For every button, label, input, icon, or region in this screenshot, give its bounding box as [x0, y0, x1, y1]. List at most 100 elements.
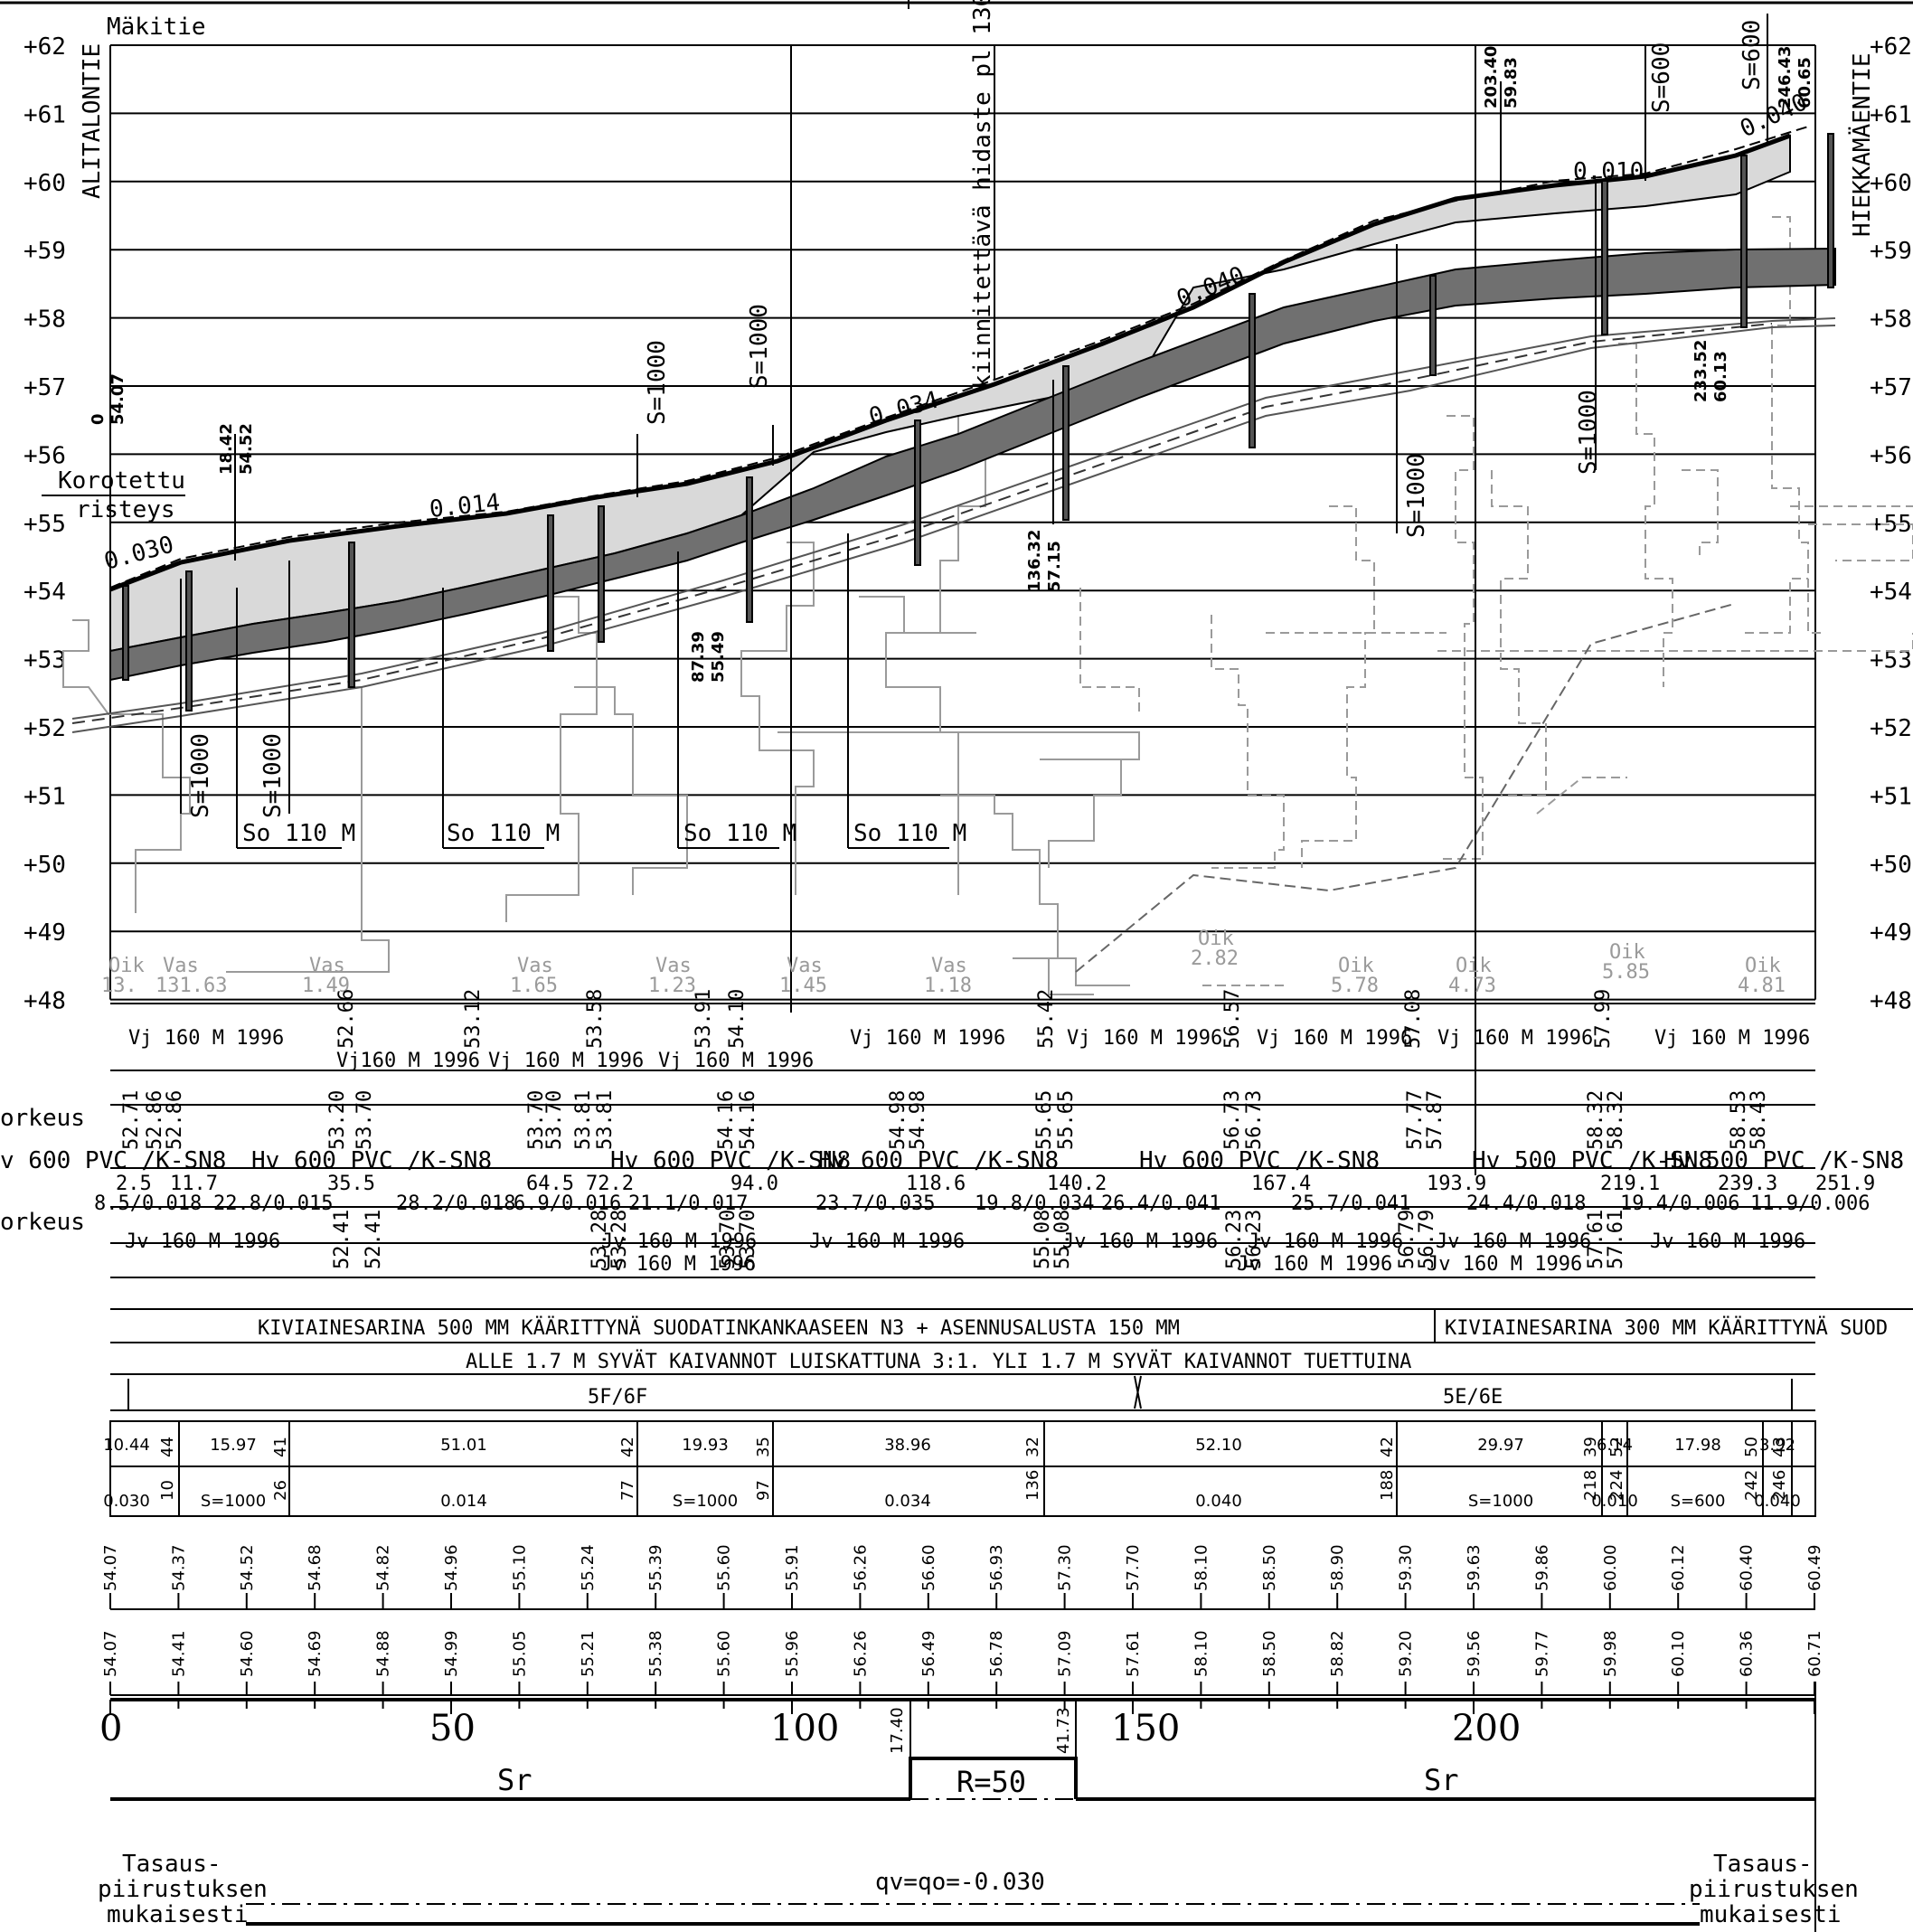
existing-elevation: 56.49 — [919, 1630, 938, 1677]
elevation-axis-right: +62+61+60+59+58+57+56+55+54+53+52+51+50+… — [1870, 33, 1912, 1015]
vj-elevation: 53.91 — [693, 989, 715, 1049]
elevation-tick-label: +51 — [1870, 783, 1912, 810]
grade-cell: 42 — [1378, 1437, 1397, 1457]
pipe-band-dark — [109, 247, 1836, 682]
station-elevation: 60.65 — [1795, 57, 1814, 108]
existing-elevation: 59.77 — [1532, 1630, 1551, 1677]
so-pipe-labels: So 110 M So 110 M So 110 M So 110 M — [242, 820, 966, 847]
hv-station: 2.5 — [116, 1173, 152, 1195]
existing-elevation: 60.71 — [1805, 1630, 1824, 1677]
elevation-tick-label: +56 — [24, 442, 66, 469]
existing-elevation: 55.60 — [715, 1630, 734, 1677]
svg-text:piirustuksen: piirustuksen — [98, 1876, 268, 1903]
sounding-side: Oik — [1456, 955, 1492, 977]
design-elevation: 54.37 — [169, 1544, 188, 1591]
hv-grade: 22.8/0.015 — [213, 1192, 333, 1215]
sounding-side: Oik — [1198, 928, 1234, 950]
jv-pipe-label: Jv 160 M 1996 — [1062, 1230, 1218, 1253]
grade-cell: 224 — [1607, 1470, 1626, 1501]
sounding-depth: 5.78 — [1331, 975, 1379, 997]
jv-pipe-row: Jv 160 M 1996 Jv 160 M 1996 Jv 160 M 1996 J… — [125, 1210, 1805, 1276]
elevation-tick-label: +50 — [24, 852, 66, 879]
grade-cell: 0.040 — [1754, 1492, 1801, 1511]
hv-pipe-label: Hv 500 PVC /K-SN8 — [1472, 1147, 1712, 1174]
station-marks: 0 54.07 18.42 54.52 87.39 55.49 136.32 57.15 233… — [89, 46, 1814, 683]
elevation-tick-label: +62 — [24, 33, 66, 61]
curve-radius-label: S=1000 — [259, 733, 287, 818]
station-elevation: 57.15 — [1045, 541, 1064, 592]
hv-elevation: 52.86 — [144, 1090, 166, 1150]
grade-cell: 6.14 — [1597, 1436, 1633, 1455]
jv-elevation: 56.79 — [1396, 1210, 1418, 1269]
vj-pipe-label: Vj 160 M 1996 — [128, 1027, 284, 1050]
vertical-curve-labels: S=1000 S=1000 S=1000 S=1000 S=1000 S=1000 S=60… — [187, 20, 1766, 818]
grade-cell: 3.92 — [1759, 1436, 1795, 1455]
svg-text:piirustuksen: piirustuksen — [1689, 1876, 1859, 1903]
elevation-tick-label: +56 — [1870, 442, 1912, 469]
grade-table — [109, 1420, 1816, 1517]
elevation-tick-label: +49 — [24, 919, 66, 947]
existing-elevation: 56.78 — [987, 1630, 1006, 1677]
elevation-tick-label: +49 — [1870, 919, 1912, 947]
jv-pipe-label: Jv 160 M 1996 — [1650, 1230, 1805, 1253]
design-elevation: 59.86 — [1532, 1544, 1551, 1591]
design-road-line — [109, 133, 1791, 592]
existing-elevation: 54.88 — [374, 1630, 393, 1677]
elevation-tick-label: +50 — [1870, 852, 1912, 879]
vj-elevation: 52.66 — [335, 989, 358, 1049]
elevation-tick-label: +57 — [24, 374, 66, 401]
elevation-tick-label: +48 — [24, 988, 66, 1015]
curve-markers — [180, 14, 1768, 1175]
station-value: 87.39 — [689, 631, 708, 683]
vj-elevation: 54.10 — [726, 989, 749, 1049]
radius-label: R=50 — [956, 1765, 1026, 1799]
pipe-table-lines — [110, 1003, 1913, 1375]
hv-grade: 19.8/0.034 — [975, 1192, 1094, 1215]
curve-radius-label: S=1000 — [1575, 390, 1602, 475]
grade-cell: 19.93 — [682, 1436, 729, 1455]
vj-pipe-label: Vj 160 M 1996 — [1067, 1027, 1222, 1050]
existing-elevation: 59.56 — [1465, 1630, 1484, 1677]
existing-elevation: 54.41 — [169, 1630, 188, 1677]
chainage-label: 150 — [1111, 1708, 1180, 1749]
hv-elevation: 53.20 — [326, 1090, 349, 1150]
jv-pipe-label: Jv 160 M 1996 — [1248, 1230, 1403, 1253]
jv-elevation: 57.61 — [1585, 1210, 1607, 1269]
hv-station: 35.5 — [327, 1173, 375, 1195]
curve-start: 17.40 — [888, 1707, 907, 1754]
trench-light-band — [109, 134, 1791, 653]
kaivannot-note: ALLE 1.7 M SYVÄT KAIVANNOT LUISKATTUNA 3… — [466, 1350, 1411, 1373]
elevation-tick-label: +52 — [24, 715, 66, 742]
grade-cell: S=600 — [1671, 1492, 1726, 1511]
grade-cell: 0.034 — [884, 1492, 931, 1511]
elevation-tick-label: +58 — [24, 306, 66, 334]
vj-pipe-label: Vj 160 M 1996 — [488, 1050, 644, 1072]
vj-pipe-label: Vj 160 M 1996 — [850, 1027, 1005, 1050]
jv-elevation: 52.41 — [363, 1210, 385, 1269]
station-value: 136.32 — [1025, 530, 1044, 592]
sounding-side: Oik — [1609, 941, 1645, 964]
existing-elevation: 54.07 — [101, 1630, 120, 1677]
design-elevation: 55.91 — [783, 1544, 802, 1591]
vj-elevation: 53.12 — [462, 989, 485, 1049]
sounding-depth: 13. — [101, 975, 137, 997]
design-elevation: 56.93 — [987, 1544, 1006, 1591]
hv-elevation: 55.65 — [1055, 1090, 1078, 1150]
hv-elevation: 53.81 — [594, 1090, 617, 1150]
sounding-side: Vas — [309, 955, 345, 977]
hv-elevation: 52.71 — [120, 1090, 143, 1150]
hv-left-label: v 600 PVC /K-SN8 — [0, 1147, 226, 1174]
makitie-label: Mäkitie — [107, 14, 206, 41]
existing-elevation: 58.82 — [1328, 1630, 1347, 1677]
jv-elevation: 56.23 — [1223, 1210, 1246, 1269]
risteys-label: risteys — [76, 496, 175, 523]
jv-elevation: 55.08 — [1032, 1210, 1054, 1269]
design-elevation: 54.96 — [442, 1544, 461, 1591]
existing-pipe-lines — [71, 317, 1836, 733]
hv-grade: 19.4/0.006 — [1620, 1192, 1739, 1215]
design-elevation: 58.50 — [1260, 1544, 1279, 1591]
grade-cell: 35 — [754, 1437, 773, 1457]
jv-pipe-label: Jv 160 M 1996 — [1237, 1253, 1392, 1276]
